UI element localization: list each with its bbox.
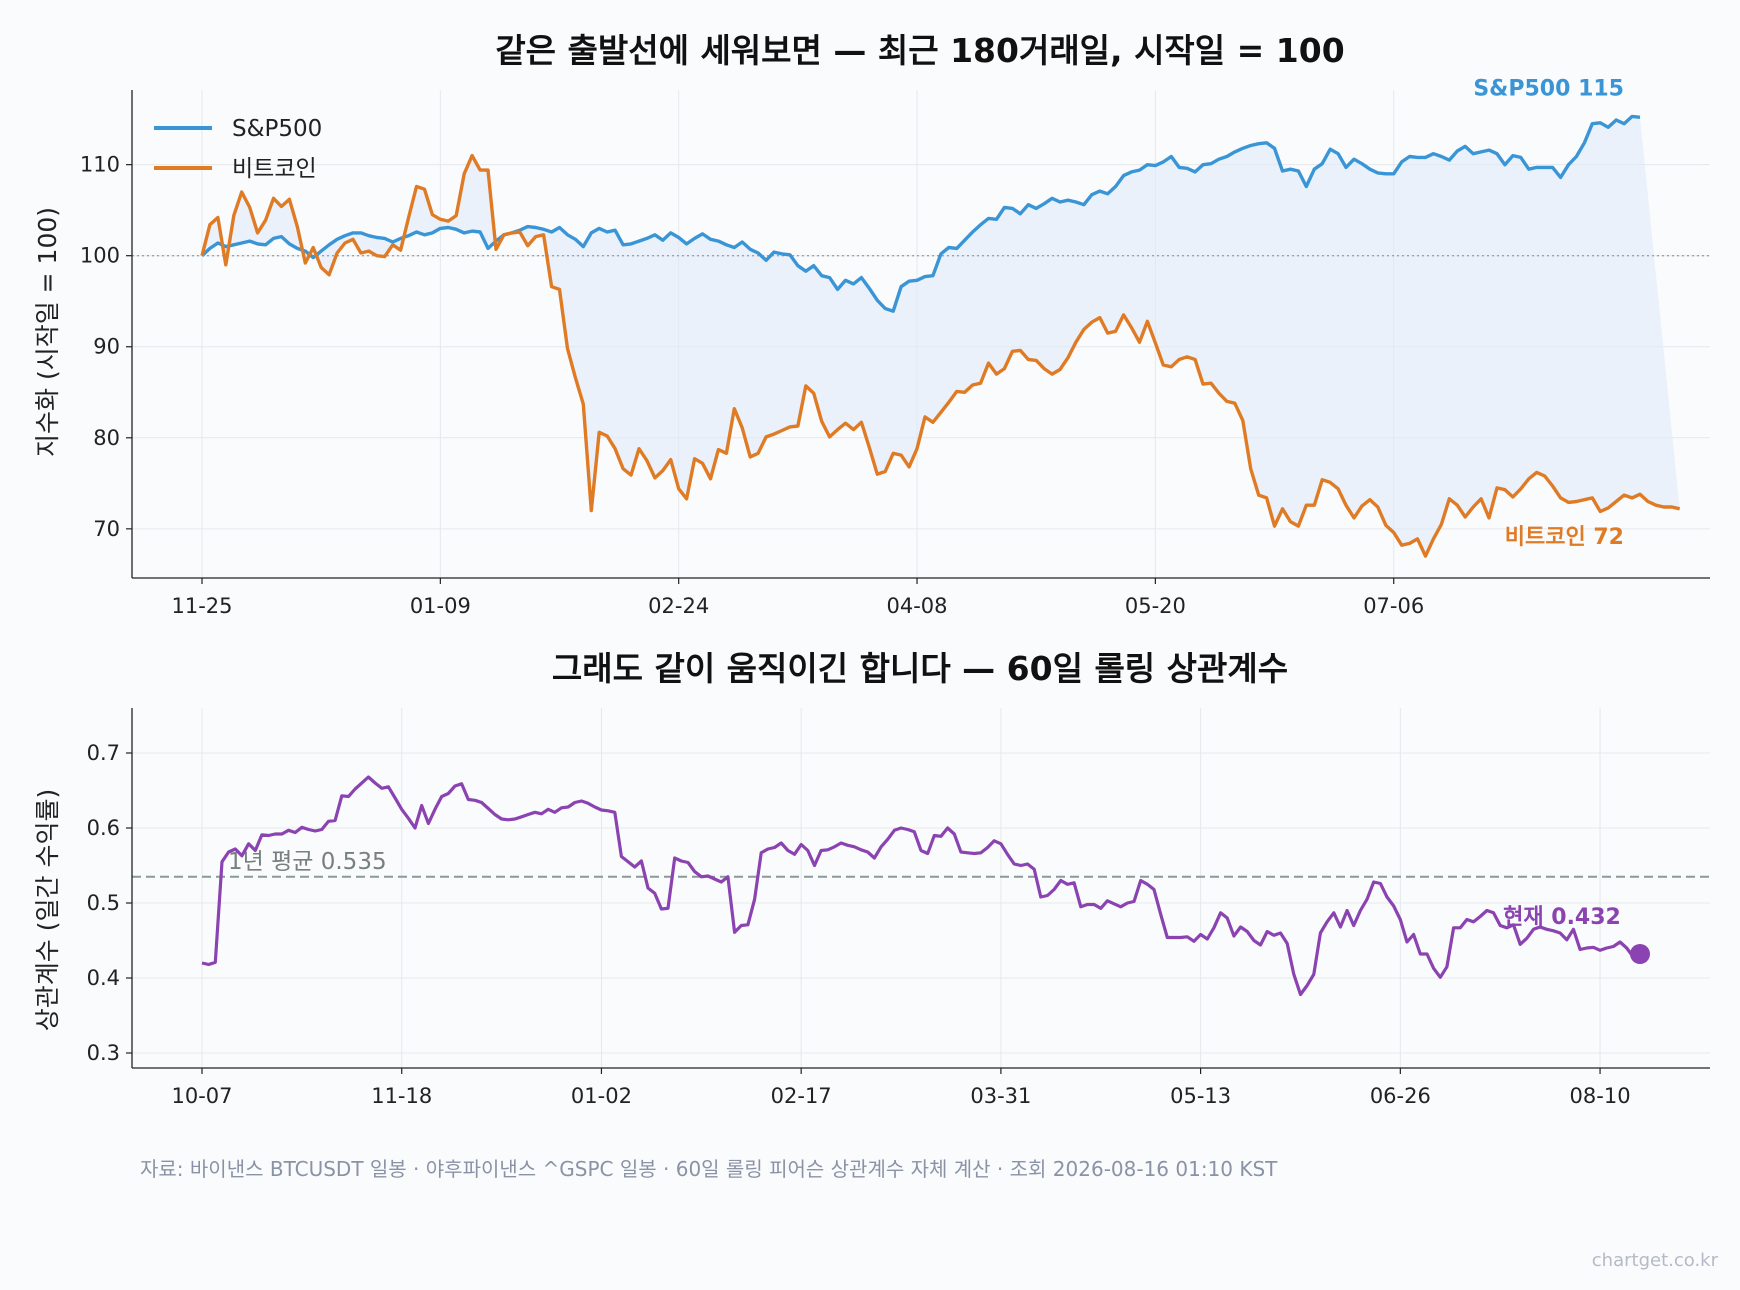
site-credit: chartget.co.kr — [1592, 1250, 1719, 1271]
legend-bitcoin-label: 비트코인 — [232, 156, 317, 182]
bitcoin-line — [200, 153, 1681, 558]
x-tick-label: 10-07 — [171, 1084, 232, 1108]
legend: S&P500 비트코인 — [154, 116, 322, 182]
bottom-grid — [132, 708, 1710, 1068]
sp500-line — [200, 114, 1641, 313]
y-tick-label: 0.4 — [87, 966, 120, 990]
bottom-y-axis-label: 상관계수 (일간 수익률) — [33, 789, 62, 1031]
x-tick-label: 04-08 — [887, 594, 948, 618]
y-tick-label: 100 — [80, 244, 120, 268]
y-tick-label: 90 — [93, 335, 120, 359]
source-footer: 자료: 바이낸스 BTCUSDT 일봉 · 야후파이낸스 ^GSPC 일봉 · … — [140, 1157, 1278, 1181]
top-y-ticks: 70 80 90 100 110 — [80, 153, 132, 541]
correlation-line — [201, 775, 1641, 997]
x-tick-label: 11-18 — [371, 1084, 432, 1108]
x-tick-label: 06-26 — [1370, 1084, 1431, 1108]
mean-label: 1년 평균 0.535 — [228, 849, 387, 875]
x-tick-label: 01-09 — [410, 594, 471, 618]
x-tick-label: 05-13 — [1170, 1084, 1231, 1108]
x-tick-label: 02-24 — [648, 594, 709, 618]
current-value-label: 현재 0.432 — [1503, 905, 1621, 930]
rolling-correlation-panel: 그래도 같이 움직이긴 합니다 — 60일 롤링 상관계수 상관계수 (일간 수… — [33, 649, 1710, 1108]
top-y-axis-label: 지수화 (시작일 = 100) — [33, 207, 62, 457]
bottom-axes — [131, 708, 1710, 1069]
x-tick-label: 02-17 — [771, 1084, 832, 1108]
y-tick-label: 70 — [93, 517, 120, 541]
gap-fill-area — [202, 116, 1680, 557]
bottom-chart-title: 그래도 같이 움직이긴 합니다 — 60일 롤링 상관계수 — [552, 649, 1288, 688]
bottom-x-ticks: 10-07 11-18 01-02 02-17 03-31 05-13 06-26 08-10 — [171, 1068, 1631, 1108]
x-tick-label: 03-31 — [970, 1084, 1031, 1108]
current-value-marker — [1630, 944, 1650, 964]
x-tick-label: 07-06 — [1363, 594, 1424, 618]
y-tick-label: 0.7 — [87, 741, 120, 765]
y-tick-label: 0.6 — [87, 816, 120, 840]
legend-sp500-label: S&P500 — [232, 116, 322, 142]
y-tick-label: 80 — [93, 426, 120, 450]
top-x-ticks: 11-25 01-09 02-24 04-08 05-20 07-06 — [171, 578, 1424, 618]
top-chart-title: 같은 출발선에 세워보면 — 최근 180거래일, 시작일 = 100 — [495, 31, 1344, 70]
sp500-end-label: S&P500 115 — [1473, 76, 1624, 101]
y-tick-label: 0.5 — [87, 891, 120, 915]
x-tick-label: 08-10 — [1570, 1084, 1631, 1108]
bitcoin-end-label: 비트코인 72 — [1505, 525, 1624, 550]
x-tick-label: 11-25 — [171, 594, 232, 618]
x-tick-label: 05-20 — [1125, 594, 1186, 618]
indexed-price-panel: 같은 출발선에 세워보면 — 최근 180거래일, 시작일 = 100 지수화 … — [33, 31, 1710, 618]
top-axes — [131, 90, 1710, 579]
bottom-y-ticks: 0.3 0.4 0.5 0.6 0.7 — [87, 741, 132, 1065]
x-tick-label: 01-02 — [571, 1084, 632, 1108]
y-tick-label: 110 — [80, 153, 120, 177]
y-tick-label: 0.3 — [87, 1041, 120, 1065]
